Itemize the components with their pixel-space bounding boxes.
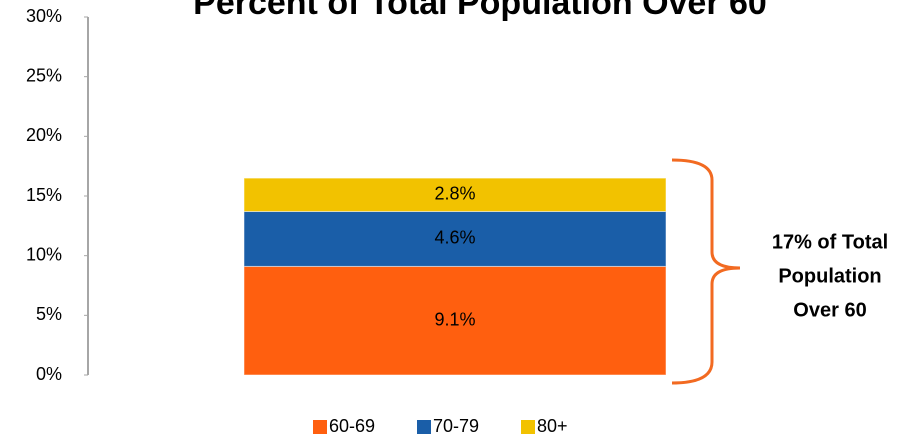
y-tick-label: 10% bbox=[26, 244, 62, 264]
annotation: Population bbox=[778, 265, 881, 287]
legend-swatch bbox=[313, 420, 327, 434]
y-tick-label: 5% bbox=[36, 304, 62, 324]
data-label: 2.8% bbox=[434, 184, 475, 204]
legend-label: 70-79 bbox=[433, 416, 479, 436]
brace bbox=[671, 158, 741, 385]
bar-segment bbox=[243, 265, 667, 376]
y-tick-label: 30% bbox=[26, 6, 62, 26]
y-tick-label: 25% bbox=[26, 65, 62, 85]
data-label: 9.1% bbox=[434, 309, 475, 329]
y-tick-label: 20% bbox=[26, 125, 62, 145]
bar-segment bbox=[243, 177, 667, 213]
chart-title: Percent of Total Population Over 60 bbox=[193, 0, 767, 22]
y-tick-label: 15% bbox=[26, 185, 62, 205]
annotation: 17% of Total bbox=[772, 231, 888, 253]
legend-label: 80+ bbox=[537, 416, 568, 436]
data-label: 4.6% bbox=[434, 228, 475, 248]
y-tick-label: 0% bbox=[36, 364, 62, 384]
legend-swatch bbox=[521, 420, 535, 434]
legend-swatch bbox=[417, 420, 431, 434]
bar-segment bbox=[243, 211, 667, 267]
annotation: Over 60 bbox=[793, 299, 866, 321]
legend-label: 60-69 bbox=[329, 416, 375, 436]
